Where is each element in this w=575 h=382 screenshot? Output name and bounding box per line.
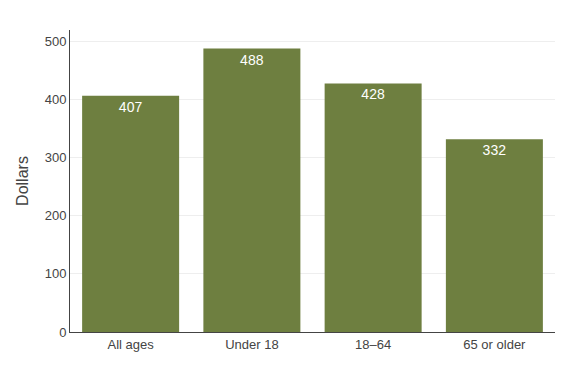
svg-text:332: 332 [483,142,507,158]
svg-text:428: 428 [361,86,385,102]
svg-text:407: 407 [119,99,143,115]
svg-text:488: 488 [240,52,264,68]
svg-text:500: 500 [45,34,67,49]
svg-text:All ages: All ages [108,337,155,352]
svg-text:Dollars: Dollars [14,156,31,206]
svg-text:65 or older: 65 or older [463,337,526,352]
svg-text:Under 18: Under 18 [225,337,278,352]
svg-text:300: 300 [45,150,67,165]
svg-text:200: 200 [45,208,67,223]
svg-text:400: 400 [45,92,67,107]
svg-text:100: 100 [45,266,67,281]
svg-text:18–64: 18–64 [355,337,391,352]
svg-text:0: 0 [59,325,66,340]
